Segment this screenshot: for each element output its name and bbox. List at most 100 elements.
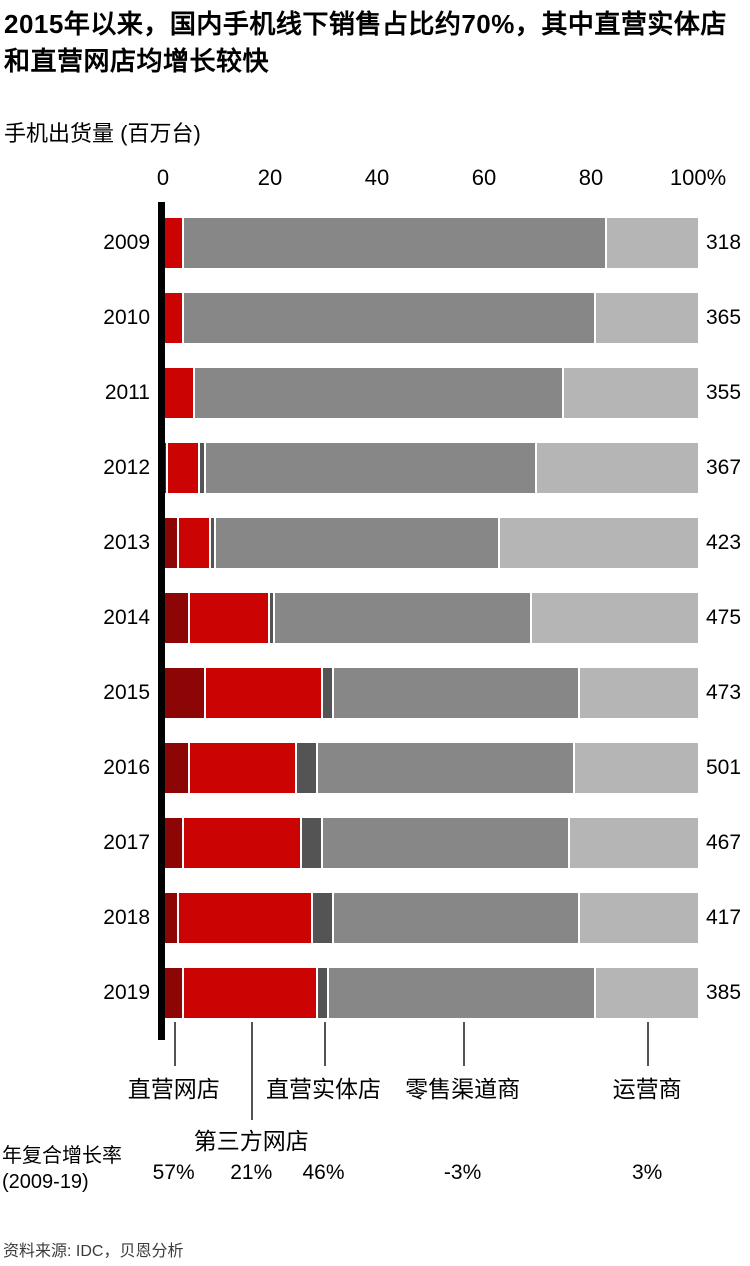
legend-label: 零售渠道商: [405, 1076, 521, 1102]
callout-line: [323, 1022, 326, 1066]
bar-segment: [323, 818, 570, 868]
bar-segment: [275, 593, 533, 643]
bar-segment: [607, 218, 698, 268]
bar-segment: [163, 368, 196, 418]
bar-segment: [200, 443, 206, 493]
x-tick-label: 60: [471, 165, 497, 190]
year-label: 2011: [104, 381, 150, 404]
legend-label: 运营商: [612, 1076, 682, 1102]
bar-segment: [189, 743, 297, 793]
bar-segment: [532, 593, 698, 643]
bar-segment: [163, 668, 206, 718]
bar-segment: [163, 293, 185, 343]
bar-segment: [163, 518, 180, 568]
year-label: 2012: [103, 456, 150, 479]
cagr-label-line1: 年复合增长率: [2, 1145, 122, 1167]
total-value-label: 355: [706, 381, 742, 404]
bar-row: [163, 218, 698, 268]
total-value-label: 318: [706, 231, 742, 254]
bar-segment: [163, 443, 169, 493]
bar-segment: [323, 668, 335, 718]
bar-row: [163, 593, 698, 643]
axis-unit-label: 手机出货量 (百万台): [4, 121, 201, 146]
x-tick-label: 100%: [669, 165, 727, 190]
bar-segment: [189, 593, 270, 643]
cagr-value: 3%: [631, 1161, 663, 1184]
total-value-label: 473: [706, 681, 742, 704]
total-value-label: 467: [706, 831, 742, 854]
bar-segment: [184, 218, 608, 268]
x-tick-label: 20: [257, 165, 283, 190]
callout-line: [251, 1022, 254, 1120]
bar-segment: [318, 743, 575, 793]
year-label: 2009: [103, 231, 150, 254]
bar-segment: [163, 968, 185, 1018]
bar-segment: [580, 668, 698, 718]
total-value-label: 385: [706, 981, 742, 1004]
bar-segment: [500, 518, 698, 568]
bar-segment: [195, 368, 565, 418]
legend-label: 直营网店: [127, 1076, 220, 1102]
bar-segment: [205, 668, 324, 718]
bar-row: [163, 293, 698, 343]
bar-segment: [334, 893, 581, 943]
bar-segment: [318, 968, 329, 1018]
bar-segment: [163, 818, 185, 868]
bar-segment: [574, 743, 698, 793]
source-note: 资料来源: IDC，贝恩分析: [3, 1243, 184, 1260]
cagr-label: 年复合增长率 (2009-19): [2, 1143, 122, 1195]
total-value-label: 367: [706, 456, 742, 479]
cagr-label-line2: (2009-19): [2, 1171, 89, 1193]
bar-segment: [168, 443, 201, 493]
cagr-value: -3%: [443, 1161, 482, 1184]
bar-segment: [334, 668, 581, 718]
total-value-label: 365: [706, 306, 742, 329]
bar-row: [163, 443, 698, 493]
bar-segment: [216, 518, 501, 568]
bar-segment: [163, 593, 190, 643]
bar-segment: [163, 893, 180, 943]
bar-segment: [163, 218, 185, 268]
bar-segment: [569, 818, 698, 868]
year-label: 2015: [103, 681, 150, 704]
year-label: 2018: [103, 906, 150, 929]
bar-segment: [328, 968, 597, 1018]
year-label: 2014: [103, 606, 150, 629]
year-label: 2016: [103, 756, 150, 779]
bar-row: [163, 518, 698, 568]
bar-segment: [205, 443, 538, 493]
bar-row: [163, 893, 698, 943]
y-axis-line: [158, 202, 165, 1040]
bar-segment: [211, 518, 217, 568]
callout-line: [647, 1022, 650, 1066]
year-label: 2010: [103, 306, 150, 329]
cagr-value: 46%: [302, 1161, 345, 1184]
cagr-value: 21%: [230, 1161, 273, 1184]
bar-segment: [270, 593, 276, 643]
bar-segment: [596, 968, 698, 1018]
bar-row: [163, 818, 698, 868]
bar-segment: [184, 293, 597, 343]
bar-segment: [564, 368, 698, 418]
x-tick-label: 80: [578, 165, 604, 190]
total-value-label: 475: [706, 606, 742, 629]
total-value-label: 423: [706, 531, 742, 554]
year-label: 2017: [103, 831, 150, 854]
bar-segment: [179, 893, 313, 943]
legend-label: 第三方网店: [193, 1128, 309, 1154]
bar-row: [163, 368, 698, 418]
legend-label: 直营实体店: [266, 1076, 381, 1102]
bar-segment: [163, 743, 190, 793]
bar-row: [163, 668, 698, 718]
bar-segment: [184, 968, 319, 1018]
year-label: 2019: [103, 981, 150, 1004]
bar-segment: [302, 818, 324, 868]
bar-segment: [296, 743, 319, 793]
callout-line: [173, 1022, 176, 1066]
callout-line: [462, 1022, 465, 1066]
bar-segment: [184, 818, 303, 868]
bar-segment: [596, 293, 698, 343]
x-tick-label: 40: [364, 165, 390, 190]
bar-segment: [537, 443, 698, 493]
